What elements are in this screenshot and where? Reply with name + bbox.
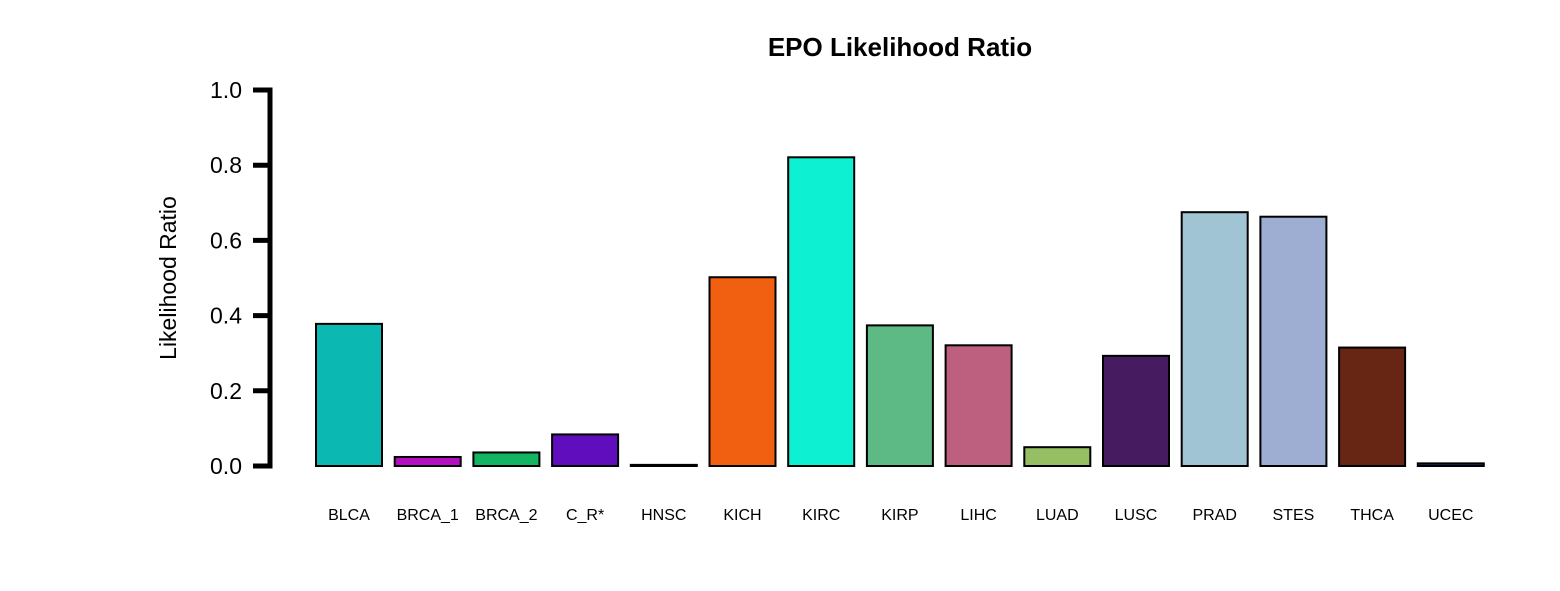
bar-hnsc [629,463,698,468]
x-tick-label: LIHC [960,507,996,524]
x-tick-label: BRCA_2 [475,507,537,524]
x-tick-label: STES [1273,507,1315,524]
bar-stes [1259,215,1328,467]
bar-blca [315,322,383,468]
x-tick-label: KIRP [881,507,918,524]
bar-kirc [787,156,856,468]
bar-ucec [1416,462,1485,468]
bar-luad [1023,446,1092,468]
bar-kich [708,276,777,467]
chart-title: EPO Likelihood Ratio [768,32,1032,62]
y-tick-label: 0.6 [210,227,242,253]
bar-brca-1 [393,455,462,468]
bar-brca-2 [472,451,541,467]
x-tick-label: LUAD [1036,507,1079,524]
x-tick-label: THCA [1350,507,1394,524]
y-tick-label: 1.0 [210,77,242,103]
y-tick-label: 0.0 [210,453,242,479]
y-axis: 0.0 0.2 0.4 0.6 0.8 1.0 [210,77,273,479]
x-tick-label: PRAD [1192,507,1236,524]
x-tick-label: KICH [723,507,761,524]
y-tick-label: 0.4 [210,303,242,329]
bars-group [315,156,1485,468]
x-tick-label: BLCA [328,507,370,524]
bar-lihc [944,344,1013,467]
y-tick-label: 0.8 [210,152,242,178]
bar-kirp [865,324,934,467]
x-tick-label: HNSC [641,507,686,524]
y-axis-label: Likelihood Ratio [155,196,181,360]
x-tick-label: LUSC [1115,507,1158,524]
bar-lusc [1102,354,1170,467]
y-tick-label: 0.2 [210,378,242,404]
x-axis-labels: BLCA BRCA_1 BRCA_2 C_R* HNSC KICH KIRC KIRP LIHC… [328,507,1473,524]
x-tick-label: BRCA_1 [397,507,459,524]
x-tick-label: UCEC [1428,507,1473,524]
x-tick-label: C_R* [566,507,604,524]
x-tick-label: KIRC [802,507,840,524]
bar-c-r [551,433,620,467]
bar-prad [1180,211,1249,467]
bar-thca [1338,346,1407,467]
